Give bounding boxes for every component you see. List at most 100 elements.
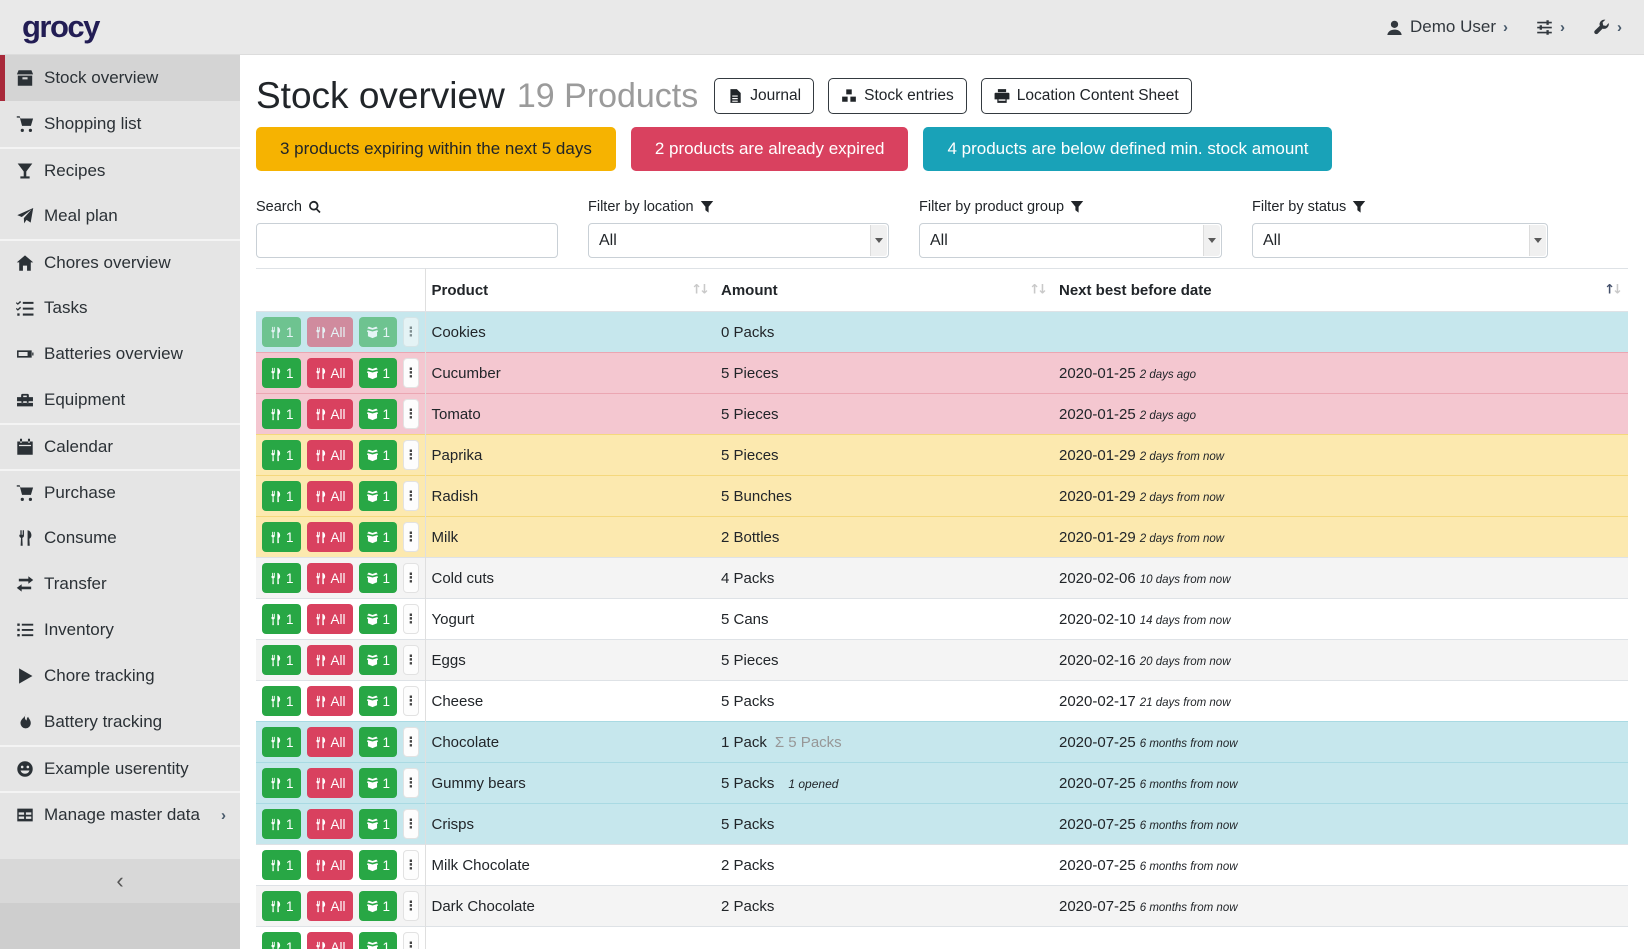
location-content-sheet-button[interactable]: Location Content Sheet — [980, 78, 1192, 114]
sidebar-item-batteries-overview[interactable]: Batteries overview — [0, 331, 240, 377]
status-select[interactable]: All — [1252, 223, 1548, 258]
consume-one-button[interactable]: 1 — [262, 358, 301, 388]
open-one-button[interactable]: 1 — [358, 768, 398, 798]
column-header-amount[interactable]: Amount ↑↓ — [715, 268, 1053, 312]
row-menu-button[interactable]: ⋮ — [403, 399, 419, 429]
consume-all-button[interactable]: All — [306, 768, 353, 798]
open-one-button[interactable]: 1 — [358, 440, 398, 470]
consume-all-button[interactable]: All — [306, 604, 353, 634]
journal-button[interactable]: Journal — [714, 78, 815, 114]
app-logo[interactable]: grocy — [22, 9, 100, 44]
consume-all-button[interactable]: All — [306, 358, 353, 388]
consume-all-button[interactable]: All — [306, 809, 353, 839]
sidebar-item-meal-plan[interactable]: Meal plan — [0, 193, 240, 239]
row-menu-button[interactable]: ⋮ — [403, 358, 419, 388]
consume-one-button[interactable]: 1 — [262, 604, 301, 634]
sidebar-item-equipment[interactable]: Equipment — [0, 377, 240, 423]
open-one-button[interactable]: 1 — [358, 358, 398, 388]
row-menu-button[interactable]: ⋮ — [403, 809, 419, 839]
admin-menu[interactable]: › — [1593, 19, 1622, 36]
consume-all-button[interactable]: All — [306, 645, 353, 675]
open-one-button[interactable]: 1 — [358, 522, 398, 552]
row-menu-button[interactable]: ⋮ — [403, 563, 419, 593]
open-one-button[interactable]: 1 — [358, 481, 398, 511]
user-menu[interactable]: Demo User › — [1386, 17, 1508, 37]
open-one-button[interactable]: 1 — [358, 645, 398, 675]
consume-all-button[interactable]: All — [306, 891, 353, 921]
expiring-products-alert[interactable]: 3 products expiring within the next 5 da… — [256, 127, 616, 171]
row-menu-button[interactable]: ⋮ — [403, 481, 419, 511]
row-menu-button[interactable]: ⋮ — [403, 891, 419, 921]
consume-one-button[interactable]: 1 — [262, 809, 301, 839]
open-one-button[interactable]: 1 — [358, 317, 398, 347]
row-menu-button[interactable]: ⋮ — [403, 727, 419, 757]
sidebar-collapse-button[interactable]: ‹ — [0, 859, 240, 903]
consume-one-button[interactable]: 1 — [262, 645, 301, 675]
consume-one-button[interactable]: 1 — [262, 440, 301, 470]
consume-one-button[interactable]: 1 — [262, 768, 301, 798]
sidebar-item-chore-tracking[interactable]: Chore tracking — [0, 653, 240, 699]
row-menu-button[interactable]: ⋮ — [403, 317, 419, 347]
consume-one-button[interactable]: 1 — [262, 481, 301, 511]
row-menu-button[interactable]: ⋮ — [403, 686, 419, 716]
sidebar-item-manage-master-data[interactable]: Manage master data › — [0, 791, 240, 837]
consume-one-button[interactable]: 1 — [262, 891, 301, 921]
consume-one-button[interactable]: 1 — [262, 850, 301, 880]
open-one-button[interactable]: 1 — [358, 932, 398, 949]
open-one-button[interactable]: 1 — [358, 563, 398, 593]
sidebar-item-consume[interactable]: Consume — [0, 515, 240, 561]
open-one-button[interactable]: 1 — [358, 809, 398, 839]
consume-all-button[interactable]: All — [306, 399, 353, 429]
utensils-icon — [269, 367, 282, 380]
sidebar-item-purchase[interactable]: Purchase — [0, 469, 240, 515]
row-menu-button[interactable]: ⋮ — [403, 850, 419, 880]
open-one-button[interactable]: 1 — [358, 686, 398, 716]
sidebar-item-inventory[interactable]: Inventory — [0, 607, 240, 653]
open-one-button[interactable]: 1 — [358, 891, 398, 921]
location-select[interactable]: All — [588, 223, 889, 258]
open-one-button[interactable]: 1 — [358, 850, 398, 880]
settings-menu[interactable]: › — [1536, 19, 1565, 36]
row-menu-button[interactable]: ⋮ — [403, 522, 419, 552]
consume-one-button[interactable]: 1 — [262, 686, 301, 716]
sidebar-item-recipes[interactable]: Recipes — [0, 147, 240, 193]
sidebar-item-example-userentity[interactable]: Example userentity — [0, 745, 240, 791]
consume-one-button[interactable]: 1 — [262, 399, 301, 429]
column-header-next-best-before-date[interactable]: Next best before date ↑↓ — [1053, 268, 1628, 312]
stock-entries-button[interactable]: Stock entries — [828, 78, 967, 114]
consume-all-button[interactable]: All — [306, 932, 353, 949]
consume-all-button[interactable]: All — [306, 317, 353, 347]
open-one-button[interactable]: 1 — [358, 727, 398, 757]
sidebar-item-calendar[interactable]: Calendar — [0, 423, 240, 469]
column-header-product[interactable]: Product ↑↓ — [425, 268, 715, 312]
row-menu-button[interactable]: ⋮ — [403, 932, 419, 949]
below-min-stock-alert[interactable]: 4 products are below defined min. stock … — [923, 127, 1333, 171]
sidebar-item-shopping-list[interactable]: Shopping list — [0, 101, 240, 147]
row-menu-button[interactable]: ⋮ — [403, 645, 419, 675]
sidebar-item-chores-overview[interactable]: Chores overview — [0, 239, 240, 285]
consume-one-button[interactable]: 1 — [262, 317, 301, 347]
consume-one-button[interactable]: 1 — [262, 932, 301, 949]
open-one-button[interactable]: 1 — [358, 604, 398, 634]
consume-all-button[interactable]: All — [306, 686, 353, 716]
consume-all-button[interactable]: All — [306, 850, 353, 880]
consume-all-button[interactable]: All — [306, 481, 353, 511]
sidebar-item-transfer[interactable]: Transfer — [0, 561, 240, 607]
consume-all-button[interactable]: All — [306, 440, 353, 470]
sidebar-item-tasks[interactable]: Tasks — [0, 285, 240, 331]
row-menu-button[interactable]: ⋮ — [403, 768, 419, 798]
row-menu-button[interactable]: ⋮ — [403, 440, 419, 470]
sidebar-item-stock-overview[interactable]: Stock overview — [0, 55, 240, 101]
consume-all-button[interactable]: All — [306, 727, 353, 757]
consume-one-button[interactable]: 1 — [262, 563, 301, 593]
expired-products-alert[interactable]: 2 products are already expired — [630, 127, 909, 171]
search-input[interactable] — [256, 223, 558, 258]
consume-all-button[interactable]: All — [306, 563, 353, 593]
consume-all-button[interactable]: All — [306, 522, 353, 552]
sidebar-item-battery-tracking[interactable]: Battery tracking — [0, 699, 240, 745]
consume-one-button[interactable]: 1 — [262, 727, 301, 757]
open-one-button[interactable]: 1 — [358, 399, 398, 429]
product-group-select[interactable]: All — [919, 223, 1222, 258]
row-menu-button[interactable]: ⋮ — [403, 604, 419, 634]
consume-one-button[interactable]: 1 — [262, 522, 301, 552]
